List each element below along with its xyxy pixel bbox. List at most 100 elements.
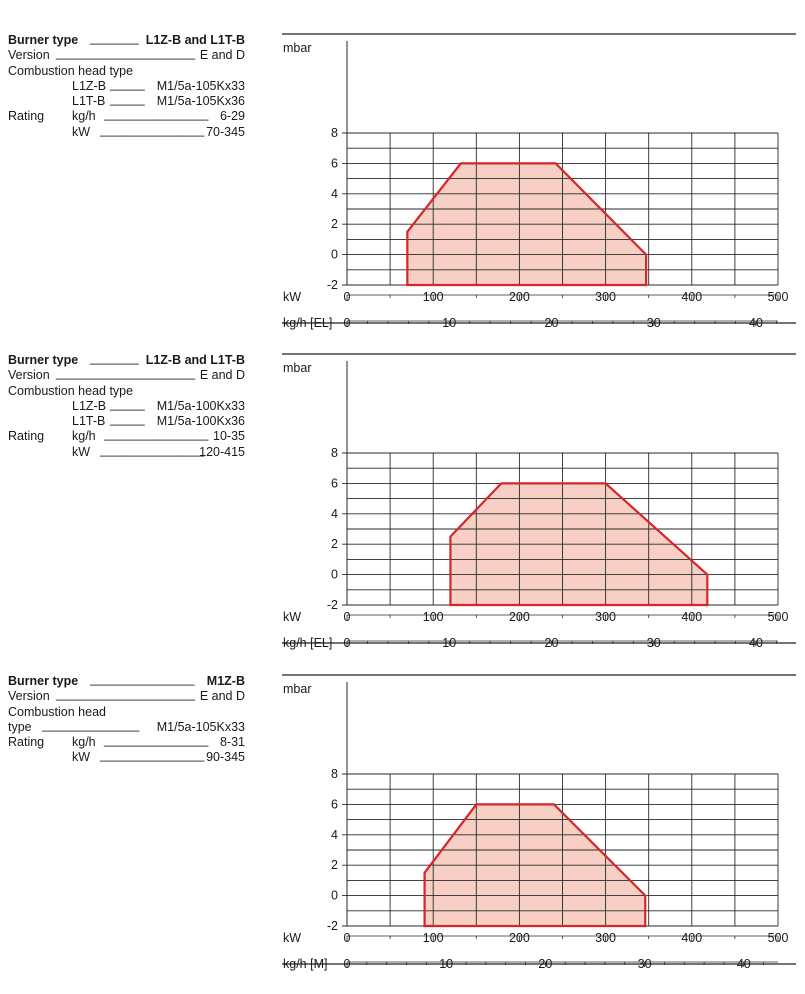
kw-tick-label: 400 (681, 290, 702, 304)
rating-kw-row: kW _______________ 120-415 (8, 443, 253, 460)
leader-line: _______________ (100, 748, 205, 763)
burner-type-label: Burner type (8, 674, 79, 688)
y-tick-label: 0 (331, 568, 338, 582)
rating-kgh-row: Rating kg/h _______________ 6-29 (8, 107, 253, 124)
kgh-axis-label: kg/h [M] (283, 957, 327, 971)
leader-line: _____ (110, 412, 145, 427)
burner-type-value: L1Z-B and L1T-B (145, 353, 245, 367)
y-axis-label: mbar (283, 361, 311, 375)
kw-tick-label: 400 (681, 610, 702, 624)
head-model: type (8, 719, 32, 734)
leader-line: ______________ (42, 717, 140, 732)
version-label: Version (8, 368, 50, 383)
rating-kw-unit: kW (72, 750, 91, 765)
rating-label: Rating (8, 429, 45, 444)
spec-block: Burner type _______________ M1Z-B Versio… (8, 672, 253, 766)
kgh-tick-label: 20 (545, 636, 559, 650)
head-value: M1/5a-105Kx33 (156, 719, 245, 734)
kw-tick-label: 500 (768, 931, 789, 945)
kw-tick-label: 100 (423, 610, 444, 624)
leader-line: _______ (90, 31, 139, 45)
kgh-tick-label: 30 (647, 316, 661, 330)
head-value: M1/5a-105Kx33 (156, 78, 245, 93)
operating-range-outline (423, 803, 647, 928)
combustion-head-item: L1T-B _____ M1/5a-105Kx36 (8, 92, 253, 109)
y-tick-label: -2 (327, 598, 338, 612)
head-value: M1/5a-100Kx33 (156, 398, 245, 413)
y-tick-label: 6 (331, 797, 338, 811)
kgh-tick-label: 30 (638, 957, 652, 971)
version-label: Version (8, 689, 50, 704)
kgh-tick-label: 40 (737, 957, 751, 971)
burner-type-row: Burner type _______ L1Z-B and L1T-B (8, 31, 253, 48)
head-model: L1Z-B (72, 398, 107, 413)
version-value: E and D (199, 48, 245, 63)
y-tick-label: 2 (331, 858, 338, 872)
rating-kgh-unit: kg/h (72, 429, 96, 444)
y-tick-label: 8 (331, 126, 338, 140)
kw-tick-label: 200 (509, 290, 530, 304)
y-tick-label: 4 (331, 828, 338, 842)
kw-tick-label: 400 (681, 931, 702, 945)
burner-type-value: M1Z-B (206, 674, 245, 688)
kgh-tick-label: 20 (538, 957, 552, 971)
y-tick-label: 2 (331, 537, 338, 551)
chart: mbar -2 0 2 4 6 8 kW 0 100 200 300 400 500 kg/h [EL] 0 1… (282, 33, 796, 330)
combustion-head-label: Combustion head type (8, 63, 134, 78)
y-tick-label: -2 (327, 278, 338, 292)
rating-kgh-unit: kg/h (72, 735, 96, 750)
y-tick-label: 4 (331, 187, 338, 201)
y-tick-label: 0 (331, 889, 338, 903)
y-axis-label: mbar (283, 682, 311, 696)
head-model: L1T-B (72, 94, 106, 109)
kw-tick-label: 100 (423, 931, 444, 945)
kgh-tick-label: 10 (442, 636, 456, 650)
version-row: Version ____________________ E and D (8, 687, 253, 704)
combustion-head-item: type ______________ M1/5a-105Kx33 (8, 717, 253, 735)
kw-tick-label: 0 (344, 610, 351, 624)
leader-line: _______ (90, 351, 139, 365)
kw-tick-label: 500 (768, 290, 789, 304)
rating-kw-value: 70-345 (206, 124, 245, 139)
leader-line: _______________ (90, 672, 195, 686)
kgh-tick-label: 10 (439, 957, 453, 971)
kw-axis-label: kW (283, 290, 301, 304)
rating-kw-value: 120-415 (199, 444, 245, 459)
kw-axis-label: kW (283, 610, 301, 624)
kgh-tick-label: 0 (344, 636, 351, 650)
combustion-head-label: Combustion head (8, 704, 106, 719)
combustion-head-item: L1T-B _____ M1/5a-100Kx36 (8, 412, 253, 429)
rating-kgh-value: 10-35 (213, 429, 245, 444)
head-value: M1/5a-105Kx36 (156, 94, 245, 109)
kw-tick-label: 100 (423, 290, 444, 304)
combustion-head-row: Combustion head type (8, 64, 253, 79)
combustion-head-item: L1Z-B _____ M1/5a-105Kx33 (8, 77, 253, 94)
leader-line: _______________ (104, 107, 209, 122)
kw-tick-label: 0 (344, 931, 351, 945)
kw-tick-label: 200 (509, 931, 530, 945)
leader-line: ____________________ (56, 687, 196, 702)
head-model: L1Z-B (72, 78, 107, 93)
y-tick-label: -2 (327, 919, 338, 933)
rating-kgh-row: Rating kg/h _______________ 10-35 (8, 427, 253, 444)
burner-section-3: Burner type _______________ M1Z-B Versio… (0, 672, 805, 994)
version-value: E and D (199, 368, 245, 383)
leader-line: ____________________ (56, 46, 196, 61)
kgh-tick-label: 40 (749, 636, 763, 650)
chart: mbar -2 0 2 4 6 8 kW 0 100 200 300 400 500 kg/h [M] 0 10… (282, 674, 796, 971)
y-tick-label: 6 (331, 476, 338, 490)
y-tick-label: 6 (331, 156, 338, 170)
kgh-tick-label: 0 (344, 316, 351, 330)
version-value: E and D (199, 689, 245, 704)
burner-type-row: Burner type _______________ M1Z-B (8, 672, 253, 689)
rating-kw-row: kW _______________ 90-345 (8, 748, 253, 765)
spec-block: Burner type _______ L1Z-B and L1T-B Vers… (8, 351, 253, 460)
chart: mbar -2 0 2 4 6 8 kW 0 100 200 300 400 500 kg/h [EL] 0 1… (282, 353, 796, 650)
rating-label: Rating (8, 735, 45, 750)
rating-kw-unit: kW (72, 444, 91, 459)
burner-section-2: Burner type _______ L1Z-B and L1T-B Vers… (0, 351, 805, 673)
kgh-axis-label: kg/h [EL] (283, 316, 332, 330)
operating-range-outline (406, 162, 648, 287)
y-tick-label: 2 (331, 217, 338, 231)
leader-line: _____ (110, 396, 145, 411)
